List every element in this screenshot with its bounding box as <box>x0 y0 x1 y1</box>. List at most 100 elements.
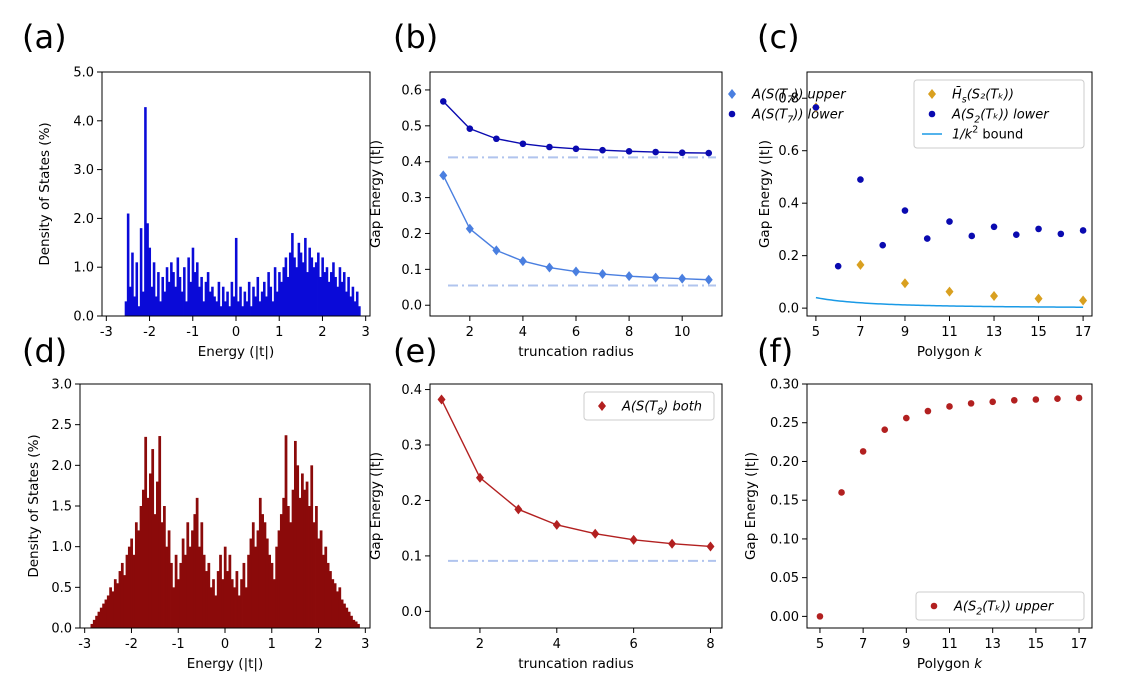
histogram-bar <box>200 522 204 628</box>
x-axis-label: Polygon k <box>917 344 983 360</box>
plot-area <box>124 107 361 316</box>
legend-label-tail: bound <box>978 128 1023 143</box>
histogram-bar <box>243 291 247 316</box>
histogram-bar <box>174 286 177 316</box>
data-point <box>812 104 820 111</box>
y-tick-label: 5.0 <box>73 66 94 81</box>
histogram-bar <box>139 506 143 628</box>
data-point <box>678 149 686 157</box>
legend-label-main: H̄ <box>952 87 962 102</box>
histogram-bar <box>269 286 273 316</box>
histogram-bar <box>130 538 134 628</box>
data-point <box>900 278 909 289</box>
histogram-bar <box>280 281 283 316</box>
axes-frame <box>429 383 723 629</box>
data-point <box>668 538 677 549</box>
histogram-bar <box>221 286 225 316</box>
histogram-bar <box>219 306 223 316</box>
data-point <box>945 286 954 297</box>
histogram-bar <box>258 497 262 628</box>
histogram-bar <box>198 546 201 628</box>
y-tick-label: 0.2 <box>401 227 422 242</box>
legend-label-tail: )) lower <box>792 108 844 123</box>
histogram-bar <box>338 587 342 628</box>
histogram-bar <box>298 497 302 628</box>
histogram-bar <box>200 276 203 316</box>
data-point <box>967 400 975 407</box>
histogram-bar <box>301 473 304 628</box>
histogram-bar <box>354 621 358 628</box>
histogram-bar <box>214 595 218 628</box>
histogram-bar <box>126 213 130 316</box>
histogram-bar <box>167 530 171 628</box>
legend: A(S(T8) both <box>583 391 715 421</box>
legend-box <box>913 79 1085 149</box>
legend-marker <box>728 110 736 118</box>
histogram-bar <box>321 257 324 316</box>
histogram-bar <box>123 575 127 628</box>
series-line <box>442 100 709 154</box>
y-tick-label: 0.25 <box>770 416 799 431</box>
y-tick-label: 0.2 <box>778 249 799 264</box>
histogram-bar <box>226 291 229 316</box>
histogram-bar <box>159 301 162 316</box>
legend-label-sub: 2 <box>974 115 980 126</box>
panel-e: (e) 2 4 6 8 0.0 0.1 0.2 0.3 0.4 truncation radius G… <box>368 332 723 672</box>
histogram-bar <box>92 619 96 628</box>
y-tick-label: 0.4 <box>778 197 799 212</box>
histogram-bar <box>133 296 136 316</box>
histogram-bar <box>167 281 171 316</box>
histogram-bar <box>215 301 219 316</box>
plot-area <box>811 102 1088 308</box>
histogram-bar <box>275 291 279 316</box>
y-tick-label: 0.0 <box>401 299 422 314</box>
x-tick-label: 11 <box>941 637 958 652</box>
histogram-bar <box>181 538 185 628</box>
legend-label-tail: (Tₖ)) upper <box>982 600 1055 615</box>
x-tick-label: 3 <box>361 637 369 652</box>
y-tick-label: 0.0 <box>51 622 72 637</box>
histogram-bar <box>170 562 173 628</box>
y-tick-label: 0.0 <box>778 302 799 317</box>
histogram-bar <box>176 257 180 316</box>
legend-box <box>583 391 715 421</box>
histogram-bar <box>275 546 279 628</box>
legend-label-sub: 7 <box>787 95 793 106</box>
histogram-bar <box>288 252 292 316</box>
data-point <box>545 262 554 273</box>
y-axis-label: Gap Energy (|t|) <box>757 140 773 248</box>
legend-label: 1/k2 bound <box>952 125 1023 143</box>
data-point <box>1032 396 1040 403</box>
data-point <box>1079 295 1088 306</box>
histogram-bar <box>239 286 242 316</box>
data-point <box>629 534 638 545</box>
legend-marker <box>930 602 938 610</box>
data-point <box>572 266 580 277</box>
legend-label-main: A(S(T <box>621 400 658 415</box>
y-tick-label: 0.3 <box>401 439 422 454</box>
histogram-bar <box>340 599 344 628</box>
x-tick-label: 4 <box>553 637 561 652</box>
histogram-bar <box>326 562 330 628</box>
x-tick-label: 2 <box>314 637 322 652</box>
data-point <box>572 145 580 153</box>
histogram-bar <box>131 252 134 316</box>
bound-curve <box>815 296 1084 308</box>
data-point <box>705 149 713 157</box>
y-tick-label: 0.4 <box>401 383 422 398</box>
histogram-bar <box>308 506 311 628</box>
legend-label-main: A(S <box>953 600 976 615</box>
legend-label-sub: 7 <box>787 115 793 126</box>
x-tick-label: 1 <box>268 637 276 652</box>
y-tick-label: 0.0 <box>73 310 94 325</box>
y-tick-label: 0.0 <box>401 605 422 620</box>
data-point <box>519 140 527 148</box>
x-tick-label: 15 <box>1030 325 1047 340</box>
histogram-bar <box>191 247 195 316</box>
x-tick-label: 13 <box>986 325 1003 340</box>
data-point <box>1075 394 1083 402</box>
legend-label: A(S(T7)) lower <box>751 108 845 126</box>
legend-marker <box>928 110 936 118</box>
histogram-bar <box>97 611 101 628</box>
plot-area <box>90 435 360 628</box>
